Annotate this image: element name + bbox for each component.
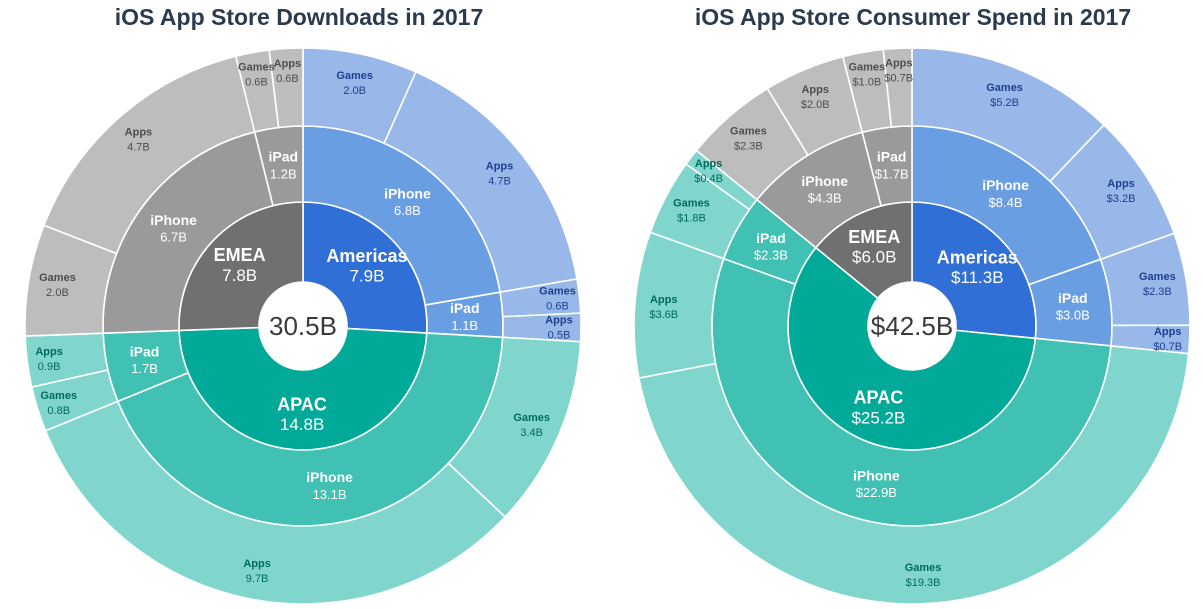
region-emea-iphone-games-name-label: Games xyxy=(39,272,76,284)
region-americas-ipad-games-name-label: Games xyxy=(539,286,576,298)
region-americas-ipad-name-label: iPad xyxy=(1058,290,1088,306)
region-americas-ipad-games-value-label: $2.3B xyxy=(1143,286,1172,298)
region-apac-value-label: 14.8B xyxy=(280,415,324,434)
region-americas-ipad-apps-value-label: $0.7B xyxy=(1153,341,1182,353)
region-apac-iphone-games-name-label: Games xyxy=(513,412,550,424)
region-americas-iphone-apps-name-label: Apps xyxy=(486,160,514,172)
region-emea-ipad-apps-name-label: Apps xyxy=(885,58,913,70)
region-americas-iphone-apps-value-label: 4.7B xyxy=(488,175,511,187)
region-apac-ipad-apps-value-label: 0.9B xyxy=(38,361,61,373)
region-apac-ipad-games-name-label: Games xyxy=(40,390,77,402)
region-emea-ipad-apps-segment xyxy=(882,47,913,128)
region-americas-value-label: $11.3B xyxy=(951,268,1004,287)
region-americas-ipad-name-label: iPad xyxy=(450,300,480,316)
region-emea-ipad-games-name-label: Games xyxy=(238,62,275,74)
region-apac-iphone-name-label: iPhone xyxy=(306,469,353,485)
region-apac-ipad-apps-name-label: Apps xyxy=(35,346,63,358)
region-emea-iphone-apps-value-label: 4.7B xyxy=(127,141,150,153)
region-emea-iphone-apps-name-label: Apps xyxy=(125,126,153,138)
region-apac-ipad-name-label: iPad xyxy=(756,230,786,246)
region-americas-value-label: 7.9B xyxy=(349,267,384,286)
region-americas-iphone-name-label: iPhone xyxy=(982,177,1029,193)
center-disc xyxy=(259,282,347,370)
region-americas-iphone-games-value-label: $5.2B xyxy=(990,97,1019,109)
region-americas-iphone-apps-name-label: Apps xyxy=(1107,178,1135,190)
region-apac-iphone-games-value-label: 3.4B xyxy=(520,427,543,439)
region-apac-ipad-games-value-label: $1.8B xyxy=(677,213,706,225)
spend-chart-title: iOS App Store Consumer Spend in 2017 xyxy=(694,4,1132,30)
total-label: $42.5B xyxy=(871,311,953,341)
region-apac-ipad-apps-value-label: $0.4B xyxy=(694,173,723,185)
region-emea-iphone-name-label: iPhone xyxy=(801,173,848,189)
region-apac-iphone-apps-value-label: 9.7B xyxy=(246,573,269,585)
region-emea-ipad-apps-value-label: $0.7B xyxy=(884,73,913,85)
region-emea-ipad-games-value-label: 0.6B xyxy=(245,77,268,89)
spend-sunburst: App Annie$42.5BAmericas$11.3BiPhone$8.4B… xyxy=(633,47,1191,605)
region-emea-ipad-games-name-label: Games xyxy=(848,61,885,73)
region-emea-ipad-name-label: iPad xyxy=(268,149,298,165)
region-apac-ipad-value-label: $2.3B xyxy=(754,247,788,262)
region-americas-ipad-apps-name-label: Apps xyxy=(545,315,573,327)
region-apac-name-label: APAC xyxy=(277,394,327,414)
region-apac-iphone-apps-name-label: Apps xyxy=(243,558,271,570)
region-apac-name-label: APAC xyxy=(854,388,904,408)
region-americas-ipad-games-value-label: 0.6B xyxy=(546,301,569,313)
region-americas-iphone-value-label: $8.4B xyxy=(989,195,1023,210)
region-emea-name-label: EMEA xyxy=(214,245,266,265)
region-apac-iphone-name-label: iPhone xyxy=(853,467,900,483)
region-americas-iphone-name-label: iPhone xyxy=(384,186,431,202)
region-apac-ipad-value-label: 1.7B xyxy=(131,361,158,376)
region-americas-ipad-value-label: $3.0B xyxy=(1056,308,1090,323)
region-apac-iphone-value-label: 13.1B xyxy=(313,487,347,502)
region-apac-ipad-name-label: iPad xyxy=(130,343,160,359)
region-americas-name-label: Americas xyxy=(937,247,1018,267)
region-emea-ipad-apps-value-label: 0.6B xyxy=(276,73,299,85)
region-emea-name-label: EMEA xyxy=(848,227,900,247)
downloads-sunburst: App Annie30.5BAmericas7.9BiPhone6.8BGame… xyxy=(24,47,582,605)
region-americas-ipad-games-name-label: Games xyxy=(1139,271,1176,283)
region-americas-ipad-apps-name-label: Apps xyxy=(1154,326,1182,338)
region-americas-iphone-games-value-label: 2.0B xyxy=(343,85,366,97)
region-emea-ipad-value-label: 1.2B xyxy=(270,166,297,181)
downloads-chart-title: iOS App Store Downloads in 2017 xyxy=(114,4,484,30)
region-emea-ipad-apps-name-label: Apps xyxy=(274,58,302,70)
region-apac-iphone-apps-name-label: Apps xyxy=(650,294,678,306)
region-emea-iphone-apps-value-label: $2.0B xyxy=(801,99,830,111)
region-americas-ipad-value-label: 1.1B xyxy=(451,318,478,333)
region-emea-iphone-games-value-label: 2.0B xyxy=(46,287,69,299)
region-apac-iphone-value-label: $22.9B xyxy=(856,485,897,500)
region-americas-iphone-value-label: 6.8B xyxy=(394,203,421,218)
region-apac-ipad-apps-name-label: Apps xyxy=(695,158,723,170)
region-americas-iphone-games-name-label: Games xyxy=(336,70,373,82)
region-emea-iphone-games-value-label: $2.3B xyxy=(734,141,763,153)
region-emea-iphone-value-label: 6.7B xyxy=(160,230,187,245)
region-emea-value-label: $6.0B xyxy=(852,247,896,266)
region-emea-value-label: 7.8B xyxy=(222,266,257,285)
region-emea-ipad-apps-segment xyxy=(268,47,304,129)
region-americas-iphone-apps-value-label: $3.2B xyxy=(1107,193,1136,205)
center-disc xyxy=(868,282,956,370)
region-emea-iphone-value-label: $4.3B xyxy=(808,191,842,206)
total-label: 30.5B xyxy=(269,311,337,341)
region-apac-iphone-games-name-label: Games xyxy=(905,562,942,574)
region-emea-ipad-value-label: $1.7B xyxy=(875,166,909,181)
region-apac-iphone-games-value-label: $19.3B xyxy=(906,577,941,589)
region-americas-iphone-games-name-label: Games xyxy=(986,82,1023,94)
region-emea-ipad-games-value-label: $1.0B xyxy=(852,76,881,88)
region-apac-iphone-apps-value-label: $3.6B xyxy=(649,309,678,321)
region-emea-iphone-games-name-label: Games xyxy=(730,126,767,138)
region-apac-value-label: $25.2B xyxy=(851,408,905,427)
region-emea-iphone-apps-name-label: Apps xyxy=(801,84,829,96)
region-americas-ipad-apps-value-label: 0.5B xyxy=(548,330,571,342)
region-apac-ipad-games-name-label: Games xyxy=(673,198,710,210)
region-americas-name-label: Americas xyxy=(326,246,407,266)
region-apac-iphone-apps-segment xyxy=(44,400,507,605)
region-emea-ipad-name-label: iPad xyxy=(877,149,907,165)
region-apac-ipad-games-value-label: 0.8B xyxy=(47,405,70,417)
region-emea-iphone-name-label: iPhone xyxy=(150,212,197,228)
region-apac-iphone-games-segment xyxy=(637,345,1190,605)
